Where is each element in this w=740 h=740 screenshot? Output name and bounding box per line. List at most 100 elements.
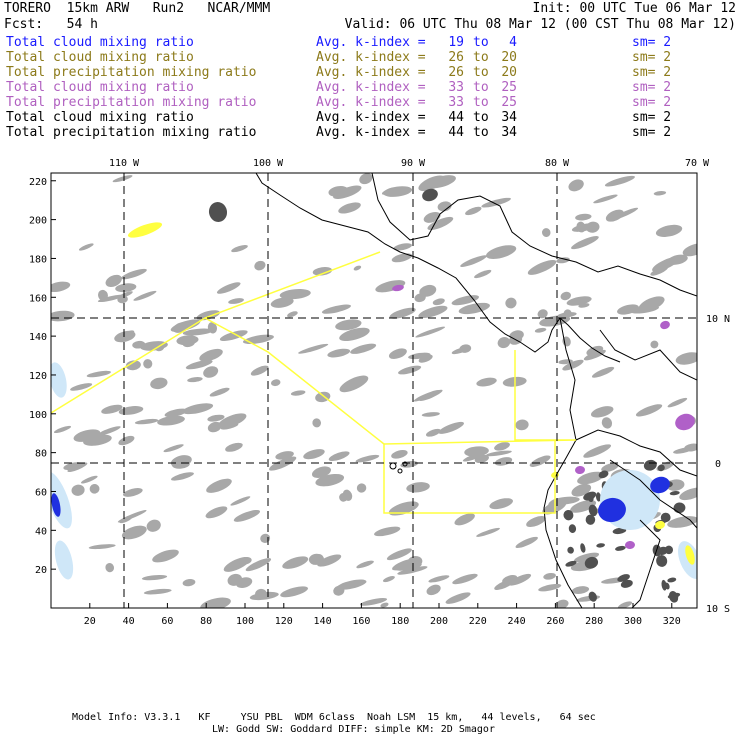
lat-lon-grid bbox=[51, 173, 697, 608]
precip-purple bbox=[660, 320, 670, 330]
cloud-patch bbox=[86, 370, 111, 378]
field-k-start: 26 bbox=[448, 50, 464, 65]
cloud-patch bbox=[157, 415, 185, 426]
cloud-patch bbox=[560, 291, 571, 301]
bottom-tick-label: 240 bbox=[508, 616, 526, 627]
field-k-start: 33 bbox=[448, 80, 464, 95]
field-k-end: 25 bbox=[501, 80, 517, 95]
cloud-patch bbox=[121, 525, 147, 540]
cloud-patch bbox=[635, 404, 663, 417]
left-tick-label: 200 bbox=[29, 216, 47, 227]
cloud-patch bbox=[239, 557, 252, 565]
fcst-value: 54 h bbox=[66, 17, 98, 32]
right-lat-label: 10 N bbox=[706, 314, 730, 325]
cloud-patch bbox=[63, 462, 82, 471]
cloud-core bbox=[667, 577, 677, 583]
right-lat-label: 0 bbox=[715, 459, 721, 470]
cloud-patch bbox=[601, 417, 613, 429]
field-stat: Avg. k-index = bbox=[316, 65, 426, 80]
cloud-blue bbox=[598, 497, 626, 523]
cloud-patch bbox=[494, 442, 510, 451]
field-stat: Avg. k-index = bbox=[316, 35, 426, 50]
coastline-south-america bbox=[543, 317, 583, 608]
bottom-tick-label: 200 bbox=[430, 616, 448, 627]
cloud-patch bbox=[375, 280, 406, 293]
cloud-patch bbox=[333, 185, 362, 200]
cloud-patch bbox=[388, 348, 407, 359]
model-name: TORERO bbox=[4, 1, 51, 16]
torero-boxes bbox=[51, 251, 577, 514]
cloud-patch bbox=[465, 206, 482, 216]
cloud-patch bbox=[459, 344, 472, 353]
cloud-patch bbox=[562, 336, 571, 347]
cloud-patch bbox=[583, 444, 612, 458]
cloud-patch bbox=[527, 259, 557, 275]
bottom-tick-label: 120 bbox=[275, 616, 293, 627]
cloud-patch bbox=[418, 354, 433, 363]
model-resolution: 15km ARW bbox=[66, 1, 130, 16]
cloud-core bbox=[664, 582, 670, 590]
cloud-patch bbox=[374, 526, 401, 537]
cloud-patch bbox=[105, 563, 115, 573]
cloud-patch bbox=[562, 359, 584, 371]
cloud-field bbox=[51, 173, 697, 608]
cloud-patch bbox=[254, 260, 266, 271]
cloud-patch bbox=[529, 455, 551, 467]
cloud-patch bbox=[118, 435, 135, 446]
left-tick-label: 120 bbox=[29, 371, 47, 382]
cloud-patch bbox=[125, 360, 141, 371]
cloud-patch bbox=[209, 387, 230, 397]
cloud-patch bbox=[105, 274, 122, 288]
cloud-patch bbox=[71, 484, 85, 496]
cloud-core bbox=[657, 464, 665, 472]
cloud-patch bbox=[667, 397, 688, 408]
border-inland bbox=[575, 429, 697, 477]
cloud-patch bbox=[427, 216, 454, 231]
cloud-patch bbox=[406, 482, 430, 493]
left-tick-label: 60 bbox=[35, 487, 47, 498]
cloud-patch bbox=[230, 442, 243, 449]
cloud-patch bbox=[542, 228, 551, 238]
bottom-tick-label: 260 bbox=[546, 616, 564, 627]
cloud-patch bbox=[656, 461, 675, 471]
precip-purple bbox=[575, 465, 585, 475]
bottom-tick-label: 180 bbox=[391, 616, 409, 627]
cloud-patch bbox=[312, 266, 333, 276]
field-k-end: 20 bbox=[501, 50, 517, 65]
cloud-patch bbox=[605, 209, 624, 222]
init-time: Init: 00 UTC Tue 06 Mar 12 bbox=[532, 1, 737, 16]
precip-purple bbox=[392, 284, 404, 292]
cloud-patch bbox=[489, 498, 513, 510]
cloud-blue bbox=[51, 493, 61, 517]
left-tick-label: 80 bbox=[35, 449, 47, 460]
cloud-patch bbox=[389, 307, 416, 319]
cloud-patch bbox=[327, 348, 351, 358]
precip-yellow bbox=[655, 520, 665, 530]
cloud-patch bbox=[335, 319, 362, 331]
cloud-patch bbox=[383, 186, 413, 197]
cloud-patch bbox=[586, 345, 604, 356]
cloud-patch bbox=[51, 310, 75, 322]
forecast-hour: Fcst: 54 h bbox=[4, 17, 98, 32]
cloud-patch bbox=[255, 588, 267, 599]
cloud-patch bbox=[515, 419, 529, 431]
field-smoothing: sm= 2 bbox=[632, 80, 672, 95]
cloud-core bbox=[588, 591, 597, 602]
cloud-patch bbox=[228, 298, 244, 304]
field-name: Total precipitation mixing ratio bbox=[6, 125, 257, 140]
precip-purple bbox=[625, 540, 635, 550]
cloud-patch bbox=[432, 298, 445, 306]
cloud-core bbox=[661, 579, 667, 591]
field-to: to bbox=[473, 110, 489, 125]
cloud-patch bbox=[418, 305, 448, 319]
cloud-patch bbox=[245, 558, 272, 572]
cloud-core bbox=[565, 560, 577, 567]
torero-box-line bbox=[204, 317, 556, 514]
bottom-tick-label: 140 bbox=[314, 616, 332, 627]
field-smoothing: sm= 2 bbox=[632, 65, 672, 80]
cloud-patch bbox=[112, 175, 133, 183]
cloud-patch bbox=[570, 500, 597, 513]
field-k-start: 33 bbox=[448, 95, 464, 110]
cloud-core bbox=[643, 459, 657, 471]
cloud-patch bbox=[617, 601, 633, 608]
